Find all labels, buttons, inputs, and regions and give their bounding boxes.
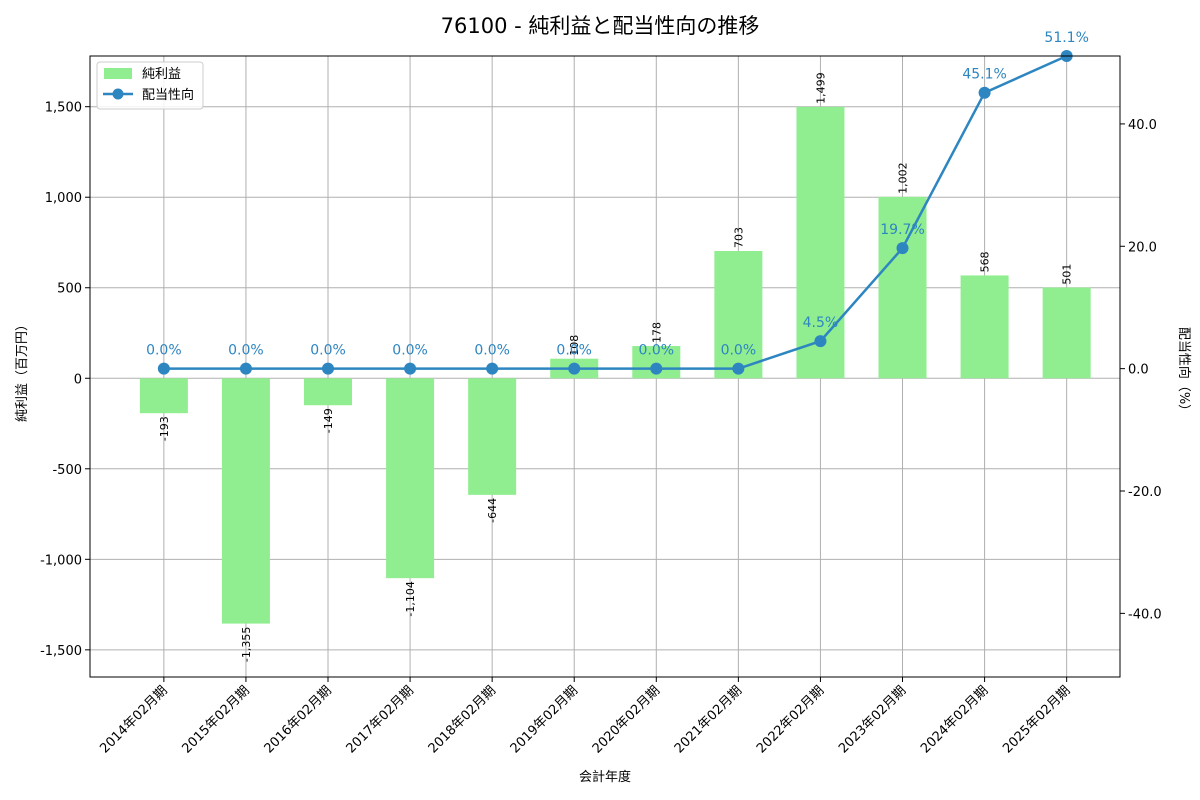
x-tick-label: 2019年02月期 xyxy=(508,683,581,756)
bar-value-label: 1,499 xyxy=(814,72,827,104)
line-point xyxy=(732,362,745,375)
bar-net-income xyxy=(960,275,1009,379)
line-value-label: 0.0% xyxy=(310,343,346,359)
y-tick-label: 1,000 xyxy=(45,191,82,206)
line-point xyxy=(157,362,170,375)
line-value-label: 0.0% xyxy=(228,343,264,359)
x-tick-label: 2025年02月期 xyxy=(1000,683,1073,756)
legend-label-payout-ratio: 配当性向 xyxy=(142,87,194,103)
line-value-label: 0.0% xyxy=(721,343,757,359)
line-value-label: 0.0% xyxy=(392,343,428,359)
bar-value-label: 501 xyxy=(1061,264,1074,285)
x-tick-label: 2017年02月期 xyxy=(344,683,417,756)
legend-swatch-net-income xyxy=(104,68,132,79)
line-point xyxy=(322,362,335,375)
bar-net-income xyxy=(878,196,927,379)
line-point xyxy=(239,362,252,375)
plot-frame xyxy=(89,55,1121,678)
y-tick-label: -1,000 xyxy=(40,553,82,568)
line-value-label: 4.5% xyxy=(803,315,839,331)
line-point xyxy=(486,362,499,375)
line-value-label: 0.0% xyxy=(639,343,675,359)
legend-label-net-income: 純利益 xyxy=(142,67,181,82)
x-tick-label: 2018年02月期 xyxy=(426,683,499,756)
line-point xyxy=(568,362,581,375)
legend-marker-payout-ratio xyxy=(112,88,124,100)
y2-tick-label: 0.0 xyxy=(1128,363,1149,378)
y-tick-label: 1,500 xyxy=(45,101,82,116)
line-value-label: 45.1% xyxy=(962,67,1006,83)
y-tick-label: 0 xyxy=(74,372,82,387)
y-tick-label: -500 xyxy=(52,463,82,478)
x-axis-label: 会計年度 xyxy=(579,769,631,785)
y-tick-label: 500 xyxy=(57,282,82,297)
line-point xyxy=(896,242,909,255)
line-value-label: 0.0% xyxy=(146,343,182,359)
x-tick-label: 2020年02月期 xyxy=(590,683,663,756)
y2-axis-label: 配当性向（%） xyxy=(1176,327,1192,417)
y2-tick-label: -40.0 xyxy=(1128,607,1162,622)
x-tick-label: 2014年02月期 xyxy=(97,683,170,756)
bar-value-label: 568 xyxy=(979,251,992,272)
bar-value-label: -1,104 xyxy=(404,581,417,616)
x-tick-label: 2015年02月期 xyxy=(179,683,252,756)
line-value-label: 51.1% xyxy=(1044,30,1088,46)
bar-value-label: -644 xyxy=(486,498,499,523)
x-tick-label: 2022年02月期 xyxy=(754,683,827,756)
bar-net-income xyxy=(386,378,435,579)
x-tick-label: 2021年02月期 xyxy=(672,683,745,756)
x-tick-label: 2024年02月期 xyxy=(918,683,991,756)
bar-value-label: 1,002 xyxy=(897,162,910,194)
bar-value-label: -193 xyxy=(158,416,171,441)
x-tick-label: 2023年02月期 xyxy=(836,683,909,756)
y-axis-label: 純利益（百万円） xyxy=(15,318,30,422)
bar-net-income xyxy=(304,378,353,406)
bar-value-label: 178 xyxy=(650,322,663,343)
chart-title: 76100 - 純利益と配当性向の推移 xyxy=(441,14,760,38)
y2-tick-label: 40.0 xyxy=(1128,118,1157,133)
y-tick-label: -1,500 xyxy=(40,644,82,659)
line-value-label: 19.7% xyxy=(880,222,924,238)
bar-net-income xyxy=(468,378,517,495)
y2-tick-label: 20.0 xyxy=(1128,240,1157,255)
bar-value-label: -149 xyxy=(322,408,335,433)
bar-net-income xyxy=(714,250,763,379)
bar-net-income xyxy=(796,106,845,379)
line-payout-ratio xyxy=(163,54,1068,370)
line-point xyxy=(404,362,417,375)
line-point xyxy=(650,362,663,375)
bar-net-income xyxy=(139,378,188,414)
line-value-label: 0.0% xyxy=(474,343,510,359)
line-point xyxy=(814,335,827,348)
line-point xyxy=(978,86,991,99)
bar-net-income xyxy=(221,378,270,624)
bar-value-label: -1,355 xyxy=(240,627,253,662)
y2-tick-label: -20.0 xyxy=(1128,485,1162,500)
x-tick-label: 2016年02月期 xyxy=(262,683,335,756)
bar-value-label: 703 xyxy=(732,227,745,248)
bar-net-income xyxy=(1042,287,1091,379)
bar-value-label: 108 xyxy=(568,335,581,356)
line-value-label: 0.0% xyxy=(556,343,592,359)
